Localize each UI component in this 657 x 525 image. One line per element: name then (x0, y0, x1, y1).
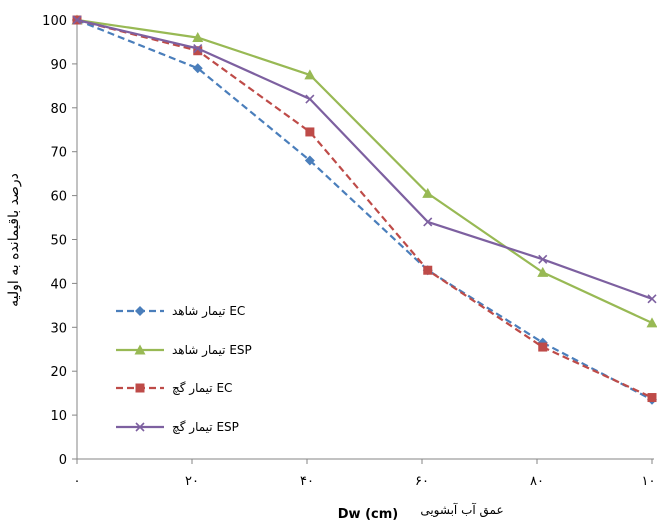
data-point-3 (193, 46, 203, 56)
data-point-3 (538, 342, 548, 352)
series-1 (72, 15, 657, 405)
y-tick-label: 30 (50, 321, 67, 336)
series-line-3 (76, 18, 653, 399)
y-tick-label: 60 (50, 190, 67, 205)
x-axis-title-farsi: عمق آب آبشویی (420, 502, 503, 518)
legend-item-2: تیمار شاهد ESP (116, 343, 252, 358)
y-tick-label: 100 (42, 14, 67, 29)
y-axis-title: درصد باقیمانده به اولیه (6, 173, 22, 307)
legend-item-3: تیمار گچ EC (116, 381, 232, 396)
legend-swatch-marker (135, 383, 145, 393)
legend-swatch-marker (135, 306, 145, 316)
legend-label: تیمار شاهد ESP (172, 343, 252, 358)
x-tick-label: ۱۰۰ (642, 474, 657, 489)
data-point-4 (423, 217, 433, 227)
y-tick-label: 50 (50, 234, 67, 249)
data-point-2 (537, 266, 549, 277)
legend-label: تیمار گچ EC (172, 381, 232, 396)
y-tick-label: 90 (50, 58, 67, 73)
series-4 (72, 15, 657, 304)
data-point-3 (647, 393, 657, 403)
series-line-4 (76, 18, 653, 300)
series-group (71, 14, 657, 405)
data-point-4 (305, 94, 315, 104)
legend-item-1: تیمار شاهد EC (116, 304, 245, 319)
legend-swatch-marker (135, 422, 145, 432)
y-tick-label: 40 (50, 277, 67, 292)
data-point-3 (305, 127, 315, 137)
x-tick-label: ۸۰ (530, 474, 544, 489)
data-point-2 (304, 69, 316, 80)
data-point-1 (304, 155, 315, 166)
data-point-4 (193, 43, 203, 54)
y-tick-label: 80 (50, 102, 67, 117)
data-point-4 (647, 294, 657, 304)
data-point-4 (72, 15, 82, 25)
y-tick-label: 20 (50, 365, 67, 380)
axes (72, 18, 654, 464)
tick-labels: 0 10 20 30 40 50 60 70 80 90 100 ۰ ۲۰ ۴۰ ۶۰ ۸۰ ۱۰۰ (42, 14, 657, 489)
legend-swatch-marker (134, 344, 146, 355)
legend-label: تیمار گچ ESP (172, 420, 239, 435)
series-3 (72, 15, 657, 403)
legend-label: تیمار شاهد EC (172, 304, 245, 319)
legend: تیمار شاهد EC تیمار شاهد ESP تیمار گچ EC تی… (116, 304, 252, 435)
x-tick-label: ۰ (74, 474, 81, 489)
x-tick-label: ۶۰ (415, 474, 429, 489)
data-point-2 (646, 317, 657, 328)
series-line-1 (76, 18, 653, 401)
data-point-2 (422, 187, 434, 198)
y-tick-label: 70 (50, 146, 67, 161)
data-point-1 (192, 63, 203, 74)
data-point-3 (423, 265, 433, 275)
series-line-2 (76, 18, 653, 324)
series-2 (71, 14, 657, 328)
x-tick-label: ۲۰ (185, 474, 199, 489)
data-point-4 (538, 254, 548, 264)
x-tick-label: ۴۰ (300, 474, 314, 489)
data-point-2 (192, 32, 204, 43)
y-tick-label: 0 (59, 453, 67, 468)
legend-item-4: تیمار گچ ESP (116, 420, 239, 435)
y-tick-label: 10 (50, 409, 67, 424)
x-axis-title-unit: Dw (cm) (338, 507, 398, 522)
